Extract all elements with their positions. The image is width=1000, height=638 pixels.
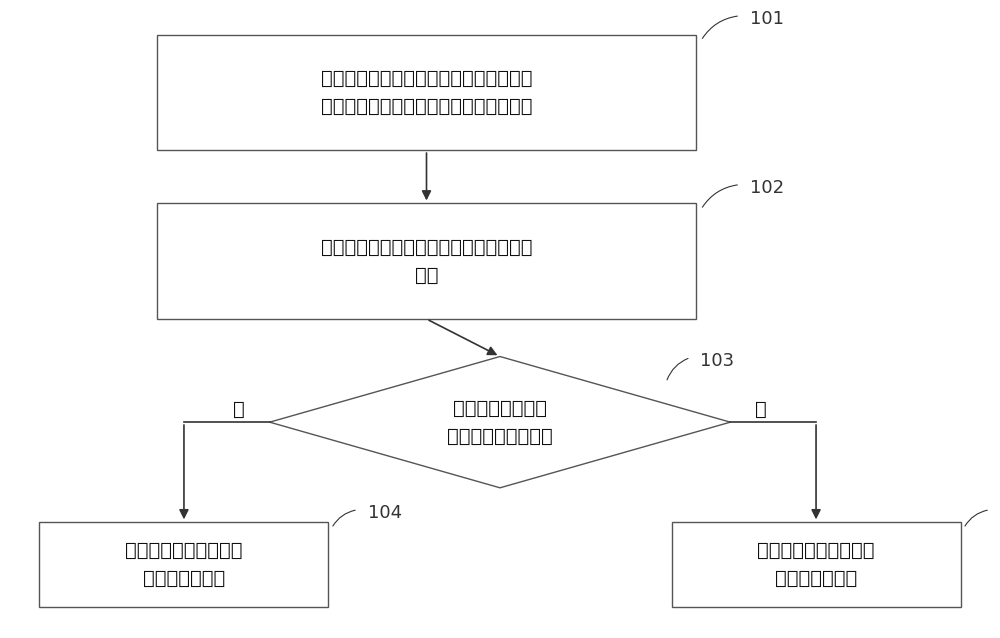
Text: 判断第一增益值与
第二增益值是否相似: 判断第一增益值与 第二增益值是否相似 <box>447 399 553 446</box>
Text: 103: 103 <box>700 352 735 369</box>
FancyBboxPatch shape <box>672 522 961 607</box>
Text: 根据第二增益值对图像
进行白平衡处理: 根据第二增益值对图像 进行白平衡处理 <box>125 541 243 588</box>
FancyBboxPatch shape <box>39 522 328 607</box>
Polygon shape <box>270 357 730 488</box>
Text: 根据第一增益值对图像
进行白平衡处理: 根据第一增益值对图像 进行白平衡处理 <box>757 541 875 588</box>
FancyBboxPatch shape <box>157 204 696 319</box>
Text: 101: 101 <box>750 10 784 28</box>
Text: 104: 104 <box>368 504 402 522</box>
Text: 否: 否 <box>755 400 767 419</box>
FancyBboxPatch shape <box>157 34 696 150</box>
Text: 是: 是 <box>233 400 245 419</box>
Text: 102: 102 <box>750 179 784 197</box>
Text: 根据用于将图像中的人脸调整至肤色的人
脸白平衡算法，对该图像计算第一增益值: 根据用于将图像中的人脸调整至肤色的人 脸白平衡算法，对该图像计算第一增益值 <box>321 69 532 116</box>
Text: 根据灰度世界算法，对该图像计算第二增
益值: 根据灰度世界算法，对该图像计算第二增 益值 <box>321 238 532 285</box>
